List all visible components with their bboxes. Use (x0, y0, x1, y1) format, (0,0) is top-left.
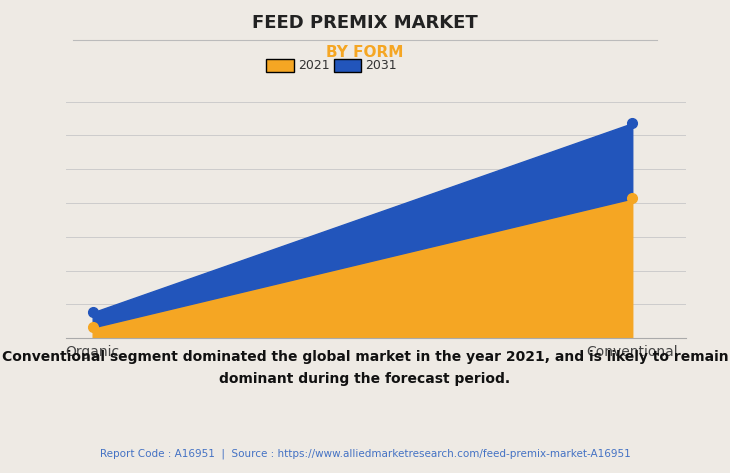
Text: Report Code : A16951  |  Source : https://www.alliedmarketresearch.com/feed-prem: Report Code : A16951 | Source : https://… (99, 448, 631, 459)
Text: BY FORM: BY FORM (326, 45, 404, 60)
Text: 2021: 2021 (298, 59, 329, 72)
Text: 2031: 2031 (365, 59, 396, 72)
Text: FEED PREMIX MARKET: FEED PREMIX MARKET (252, 14, 478, 32)
Text: Conventional segment dominated the global market in the year 2021, and is likely: Conventional segment dominated the globa… (1, 350, 729, 385)
